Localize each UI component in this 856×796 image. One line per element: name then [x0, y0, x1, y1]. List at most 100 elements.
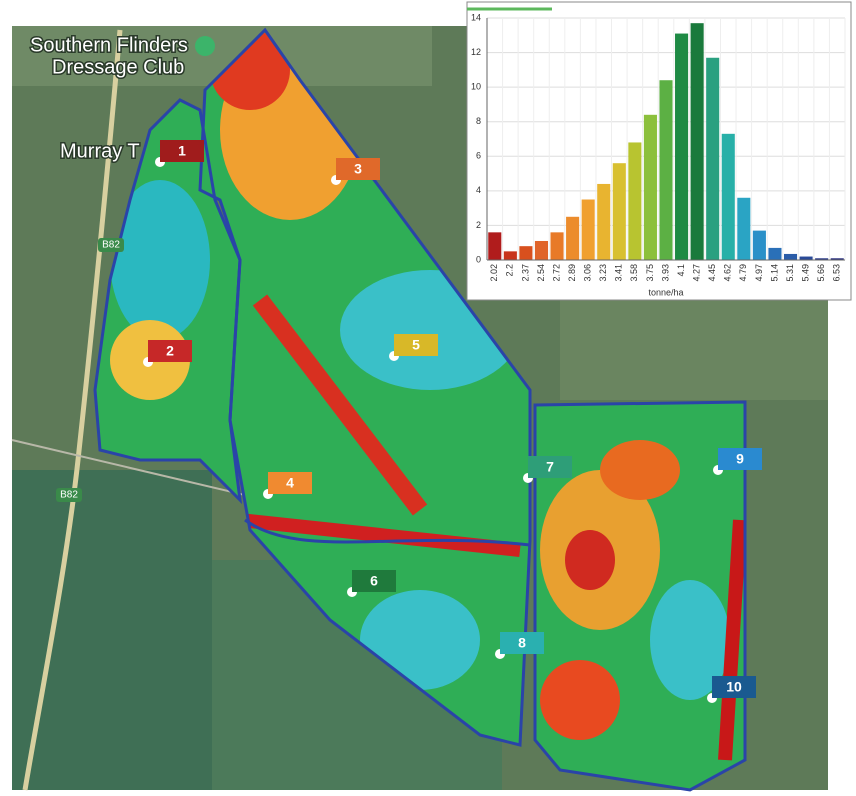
x-tick-label: 3.06 [583, 264, 593, 282]
town-label[interactable]: Murray T [59, 139, 142, 164]
x-tick-label: 3.58 [629, 264, 639, 282]
yield-zone [239, 513, 521, 557]
bar [659, 80, 673, 260]
x-tick-label: 2.89 [567, 264, 577, 282]
x-axis-title: tonne/ha [648, 287, 683, 297]
marker-box[interactable] [336, 158, 380, 180]
road-label: B82 [102, 240, 120, 251]
bar [628, 142, 642, 260]
creek-boundary [244, 518, 531, 547]
bar [612, 163, 626, 260]
y-tick-label: 14 [471, 12, 481, 22]
x-tick-label: 2.2 [505, 264, 515, 277]
bar [799, 256, 813, 260]
road-label: B82 [60, 490, 78, 501]
marker-box[interactable] [148, 340, 192, 362]
place-label[interactable]: Southern Flinders [29, 33, 190, 58]
x-tick-label: 5.14 [769, 264, 779, 282]
bar [550, 232, 564, 260]
bar [597, 183, 611, 260]
yield-zone [600, 440, 680, 500]
marker-label[interactable]: 1 [178, 143, 186, 159]
x-tick-label: 4.27 [692, 264, 702, 282]
bar [706, 57, 720, 260]
place-pin[interactable] [195, 36, 215, 56]
x-tick-label: 2.37 [520, 264, 530, 282]
bar [721, 133, 735, 260]
histogram-panel: 0 2 4 6 8 10 12 14 2.02 2.2 2.37 2.54 2.72 2.89 3.06 3.… [466, 1, 852, 301]
field-boundary [93, 98, 243, 505]
x-tick-label: 2.72 [551, 264, 561, 282]
bar [534, 240, 549, 260]
x-tick-label: 4.97 [754, 264, 764, 282]
x-tick-label: 5.49 [800, 264, 810, 282]
marker-label[interactable]: 3 [354, 161, 362, 177]
x-tick-label: 2.02 [489, 264, 499, 282]
marker-label[interactable]: 8 [518, 635, 526, 651]
x-tick-label: 5.66 [816, 264, 826, 282]
marker-box[interactable] [528, 456, 572, 478]
marker-label[interactable]: 7 [546, 459, 554, 475]
marker-label[interactable]: 10 [726, 679, 742, 695]
yield-zone [540, 660, 620, 740]
yield-zone [718, 519, 745, 761]
bar [815, 258, 829, 260]
yield-zone [252, 294, 428, 516]
bar [752, 230, 766, 260]
bar [643, 114, 657, 260]
place-label[interactable]: Dressage Club [51, 55, 186, 80]
field-boundary [533, 400, 747, 792]
x-tick-label: 3.23 [598, 264, 608, 282]
x-tick-label: 3.93 [660, 264, 670, 282]
x-tick-label: 3.75 [645, 264, 655, 282]
yield-zone [565, 530, 615, 590]
y-tick-label: 8 [476, 116, 481, 126]
marker-box[interactable] [500, 632, 544, 654]
marker-box[interactable] [160, 140, 204, 162]
bar [503, 251, 517, 260]
marker-label[interactable]: 9 [736, 451, 744, 467]
bar [519, 246, 533, 260]
marker-box[interactable] [712, 676, 756, 698]
marker-label[interactable]: 4 [286, 475, 294, 491]
field-boundary [198, 27, 532, 747]
x-tick-label: 4.62 [723, 264, 733, 282]
x-tick-label: 4.79 [738, 264, 748, 282]
x-tick-label: 6.53 [832, 264, 842, 282]
road [22, 29, 123, 791]
y-tick-label: 6 [476, 151, 481, 161]
yield-zone [650, 580, 730, 700]
bar [675, 33, 689, 260]
y-tick-label: 10 [471, 82, 481, 92]
marker-box[interactable] [718, 448, 762, 470]
marker-label[interactable]: 2 [166, 343, 174, 359]
x-tick-label: 2.54 [536, 264, 546, 282]
zone-markers: 1 2 3 4 5 6 7 8 9 10 [143, 140, 762, 703]
x-tick-label: 3.41 [614, 264, 624, 282]
marker-label[interactable]: 5 [412, 337, 420, 353]
x-tick-label: 4.45 [707, 264, 717, 282]
y-tick-label: 2 [476, 220, 481, 230]
marker-box[interactable] [268, 472, 312, 494]
paddock [560, 300, 828, 400]
y-tick-label: 12 [471, 47, 481, 57]
field-boundaries [93, 27, 747, 792]
road-shield [56, 488, 82, 502]
yield-zone [110, 180, 210, 340]
road-shield [98, 238, 124, 252]
bar [566, 216, 580, 260]
bar [581, 199, 595, 260]
bar [830, 258, 844, 260]
y-tick-label: 4 [476, 185, 481, 195]
bar [737, 197, 751, 260]
marker-label[interactable]: 6 [370, 573, 378, 589]
paddock [12, 470, 212, 790]
bar [488, 232, 502, 260]
y-tick-label: 0 [476, 254, 481, 264]
bar [783, 253, 798, 260]
x-tick-label: 4.1 [676, 264, 686, 277]
marker-box[interactable] [394, 334, 438, 356]
x-tick-label: 5.31 [785, 264, 795, 282]
marker-box[interactable] [352, 570, 396, 592]
